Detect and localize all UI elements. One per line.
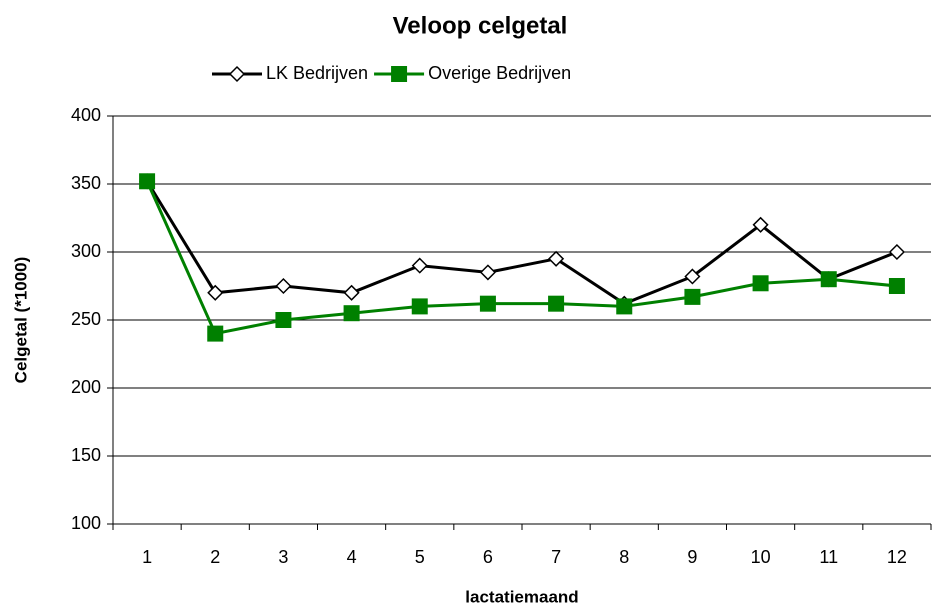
- y-axis-title: Celgetal (*1000): [11, 257, 30, 384]
- y-tick-label: 300: [71, 241, 101, 261]
- marker: [684, 288, 701, 305]
- marker: [343, 284, 360, 301]
- marker: [548, 295, 565, 312]
- marker: [275, 312, 292, 328]
- x-tick-label: 11: [819, 547, 838, 567]
- marker: [752, 216, 769, 233]
- marker: [275, 277, 292, 295]
- marker: [752, 275, 769, 292]
- marker: [391, 66, 408, 82]
- x-tick-label: 2: [210, 547, 220, 567]
- x-tick-label: 9: [687, 547, 697, 567]
- marker: [139, 173, 156, 190]
- x-tick-label: 1: [142, 547, 152, 567]
- marker: [684, 268, 701, 285]
- x-tick-label: 6: [483, 547, 493, 567]
- marker: [207, 325, 224, 342]
- x-tick-label: 10: [751, 547, 771, 567]
- y-tick-label: 150: [71, 445, 101, 465]
- x-tick-label: 3: [278, 547, 288, 567]
- x-tick-label: 5: [415, 547, 425, 567]
- y-tick-label: 100: [71, 513, 101, 533]
- x-tick-label: 4: [347, 547, 357, 567]
- marker: [228, 65, 246, 83]
- legend-label: Overige Bedrijven: [428, 63, 571, 83]
- chart-title: Veloop celgetal: [393, 12, 568, 39]
- y-tick-label: 200: [71, 377, 101, 397]
- x-axis-title: lactatiemaand: [465, 587, 578, 606]
- marker: [343, 305, 360, 322]
- marker: [411, 298, 428, 315]
- marker: [616, 298, 633, 315]
- series-line: [145, 180, 898, 336]
- y-tick-label: 350: [71, 173, 101, 193]
- marker: [479, 264, 496, 281]
- marker: [548, 250, 565, 267]
- marker: [820, 271, 837, 288]
- marker: [888, 278, 905, 294]
- series-line: [145, 180, 898, 306]
- x-tick-label: 8: [619, 547, 629, 567]
- x-tick-label: 12: [887, 547, 907, 567]
- y-tick-label: 250: [71, 309, 101, 329]
- marker: [411, 257, 428, 274]
- marker: [207, 284, 224, 301]
- marker: [888, 243, 905, 261]
- y-tick-label: 400: [71, 105, 101, 125]
- x-tick-label: 7: [551, 547, 561, 567]
- legend-label: LK Bedrijven: [266, 63, 368, 83]
- marker: [479, 295, 496, 312]
